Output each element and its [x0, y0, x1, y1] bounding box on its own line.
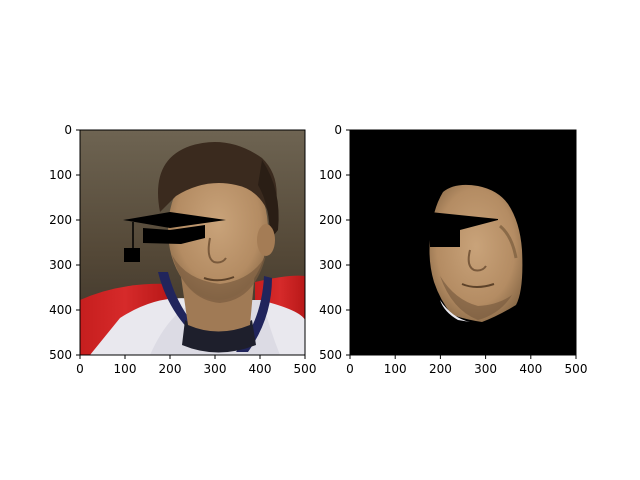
right-axes: 0 100 200 300 400 500 0 100 200 300 400 500 — [319, 123, 587, 376]
left-y-tick-label: 400 — [49, 303, 72, 317]
left-y-tick-label: 200 — [49, 213, 72, 227]
left-y-ticks: 0 100 200 300 400 500 — [49, 123, 80, 362]
right-x-tick-label: 400 — [519, 362, 542, 376]
graduation-cap-overlay — [123, 212, 226, 262]
left-axes-frame — [79, 129, 306, 356]
right-y-tick-label: 400 — [319, 303, 342, 317]
right-x-tick-label: 500 — [565, 362, 588, 376]
left-x-tick-label: 100 — [114, 362, 137, 376]
left-y-tick-label: 500 — [49, 348, 72, 362]
right-y-tick-label: 100 — [319, 168, 342, 182]
left-x-tick-label: 200 — [159, 362, 182, 376]
left-x-tick-label: 500 — [294, 362, 317, 376]
left-y-tick-label: 0 — [64, 123, 72, 137]
right-x-tick-label: 200 — [429, 362, 452, 376]
left-image — [80, 130, 305, 355]
right-x-ticks: 0 100 200 300 400 500 — [346, 355, 587, 376]
right-y-tick-label: 200 — [319, 213, 342, 227]
right-y-tick-label: 500 — [319, 348, 342, 362]
right-image — [350, 130, 576, 355]
left-x-ticks: 0 100 200 300 400 500 — [76, 355, 316, 376]
left-x-tick-label: 0 — [76, 362, 84, 376]
right-x-tick-label: 100 — [384, 362, 407, 376]
right-axes-frame — [349, 129, 577, 356]
right-y-ticks: 0 100 200 300 400 500 — [319, 123, 350, 362]
left-x-tick-label: 300 — [204, 362, 227, 376]
left-y-tick-label: 300 — [49, 258, 72, 272]
left-x-tick-label: 400 — [249, 362, 272, 376]
right-y-tick-label: 0 — [334, 123, 342, 137]
left-y-tick-label: 100 — [49, 168, 72, 182]
right-x-tick-label: 300 — [474, 362, 497, 376]
eye-bar-overlay — [430, 212, 498, 247]
right-x-tick-label: 0 — [346, 362, 354, 376]
left-axes: 0 100 200 300 400 500 0 100 200 300 400 500 — [49, 123, 316, 376]
right-y-tick-label: 300 — [319, 258, 342, 272]
